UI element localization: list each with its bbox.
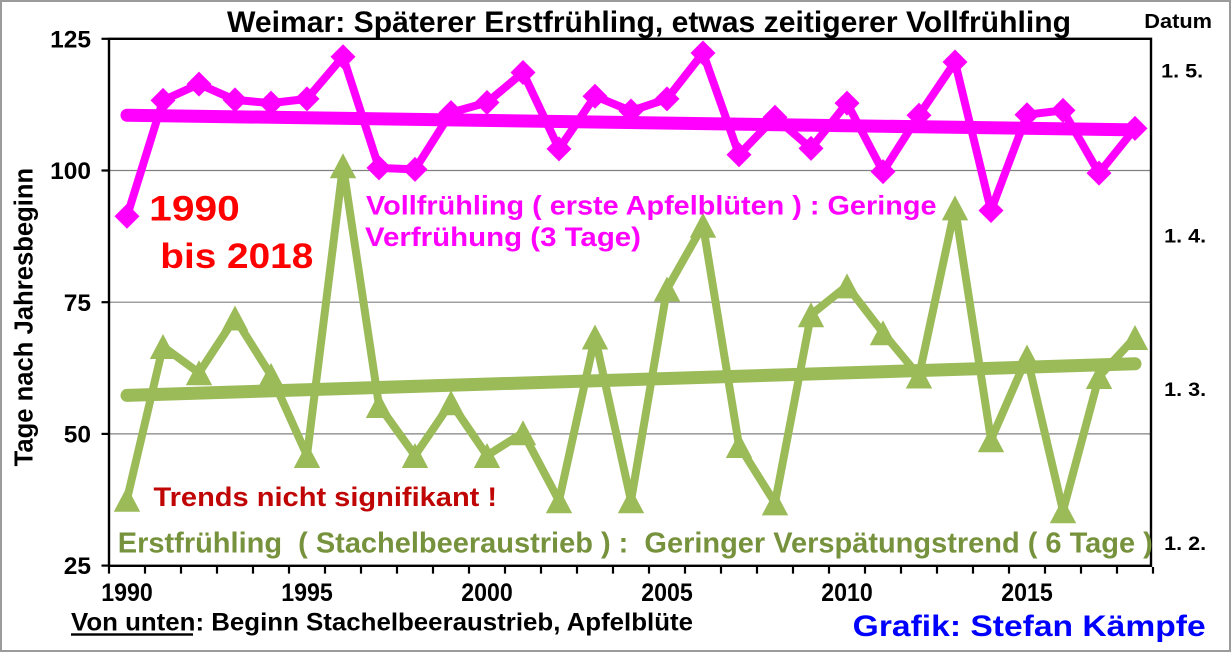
- svg-text:100: 100: [50, 158, 91, 185]
- svg-text:Von unten: Beginn Stachelbeera: Von unten: Beginn Stachelbeeraustrieb, A…: [71, 608, 693, 636]
- svg-text:1990: 1990: [101, 579, 153, 607]
- svg-text:1. 4.: 1. 4.: [1164, 226, 1206, 247]
- svg-text:1. 2.: 1. 2.: [1164, 534, 1206, 555]
- svg-text:Tage nach Jahresbeginn: Tage nach Jahresbeginn: [10, 168, 38, 467]
- svg-text:Erstfrühling ( Stachelbeeraus: Erstfrühling ( Stachelbeeraustrieb ) : G…: [118, 527, 1153, 559]
- svg-text:Vollfrühling ( erste Apfelblüt: Vollfrühling ( erste Apfelblüten ) : Ger…: [366, 190, 937, 220]
- svg-text:bis 2018: bis 2018: [160, 236, 313, 276]
- svg-text:25: 25: [64, 553, 91, 580]
- svg-text:Weimar: Späterer Erstfrühling,: Weimar: Späterer Erstfrühling, etwas zei…: [227, 6, 1071, 39]
- svg-text:1. 3.: 1. 3.: [1164, 380, 1206, 401]
- svg-text:75: 75: [64, 290, 91, 317]
- svg-text:1. 5.: 1. 5.: [1161, 61, 1203, 82]
- svg-text:1995: 1995: [281, 579, 333, 607]
- svg-text:2010: 2010: [821, 579, 873, 607]
- svg-text:Grafik: Stefan Kämpfe: Grafik: Stefan Kämpfe: [853, 610, 1206, 643]
- svg-text:Datum: Datum: [1144, 10, 1212, 33]
- svg-text:Trends nicht signifikant !: Trends nicht signifikant !: [154, 482, 498, 512]
- svg-text:2000: 2000: [461, 579, 513, 607]
- svg-text:1990: 1990: [149, 189, 240, 229]
- svg-text:Verfrühung (3 Tage): Verfrühung (3 Tage): [365, 222, 641, 252]
- svg-text:2015: 2015: [1001, 579, 1053, 607]
- svg-text:2005: 2005: [641, 579, 693, 607]
- svg-text:50: 50: [64, 422, 91, 449]
- svg-text:125: 125: [50, 26, 91, 53]
